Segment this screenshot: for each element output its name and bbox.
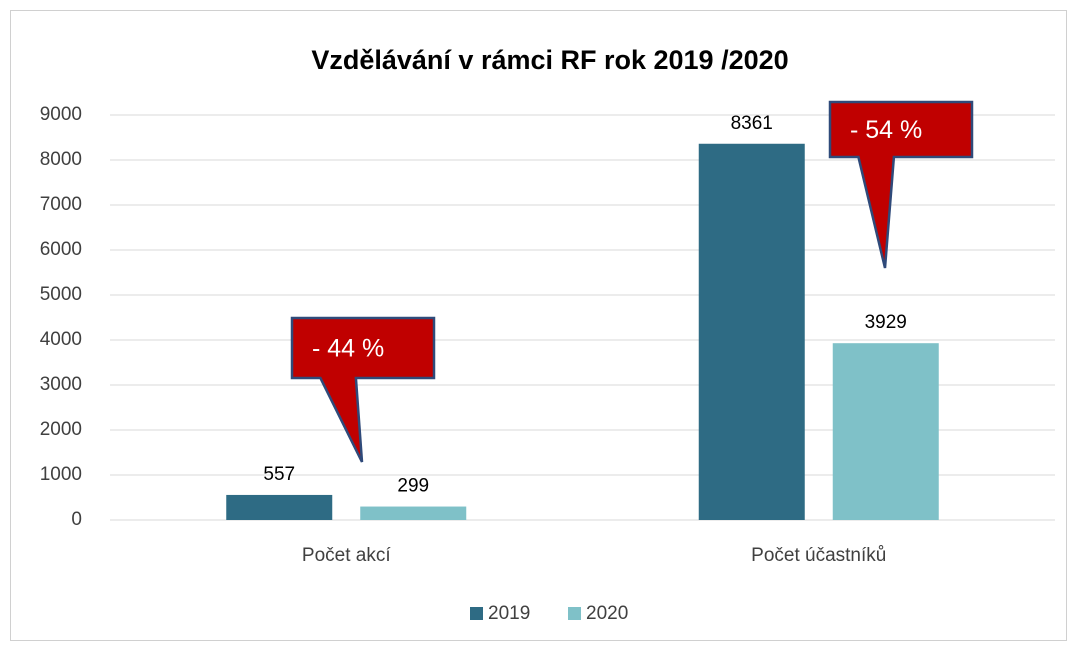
y-tick-label: 5000 — [40, 284, 82, 305]
annotation: - 44 % — [312, 335, 384, 363]
legend-label: 2020 — [586, 603, 628, 624]
legend-label: 2019 — [488, 603, 530, 624]
annotation: - 54 % — [850, 116, 922, 144]
y-tick-label: 9000 — [40, 104, 82, 125]
chart-title: Vzdělávání v rámci RF rok 2019 /2020 — [311, 45, 788, 75]
callout — [290, 316, 436, 463]
y-tick-label: 1000 — [40, 464, 82, 485]
bar — [832, 343, 939, 520]
y-tick-label: 8000 — [40, 149, 82, 170]
y-tick-label: 7000 — [40, 194, 82, 215]
bar — [360, 506, 467, 520]
legend-swatch — [568, 607, 581, 620]
bar — [698, 143, 805, 520]
callout — [828, 100, 974, 269]
y-tick-label: 0 — [71, 509, 82, 530]
y-tick-label: 6000 — [40, 239, 82, 260]
bar — [226, 494, 333, 520]
value-label: 8361 — [731, 113, 773, 134]
y-tick-label: 2000 — [40, 419, 82, 440]
value-label: 3929 — [865, 312, 907, 333]
y-tick-label: 4000 — [40, 329, 82, 350]
x-tick-label: Počet akcí — [302, 545, 391, 566]
value-label: 557 — [263, 464, 295, 485]
x-tick-label: Počet účastníků — [751, 545, 886, 566]
y-tick-label: 3000 — [40, 374, 82, 395]
value-label: 299 — [397, 476, 429, 497]
legend-swatch — [470, 607, 483, 620]
